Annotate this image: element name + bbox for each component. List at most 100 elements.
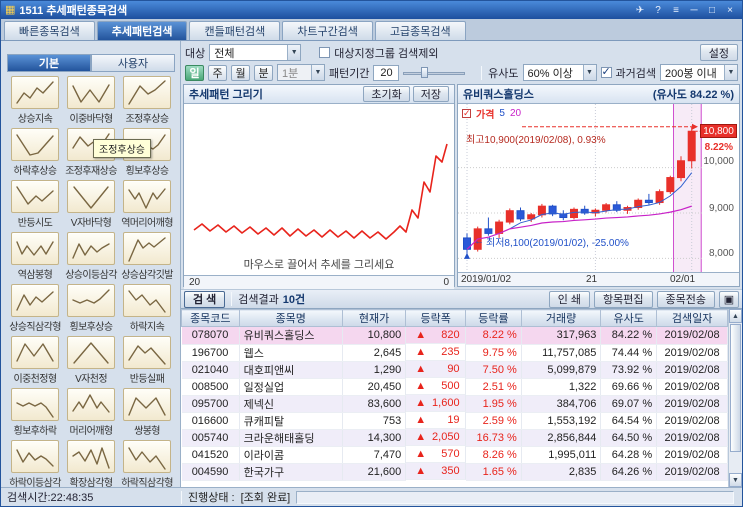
pattern-item[interactable]: 역머리어깨형 bbox=[119, 180, 175, 230]
send-icon[interactable]: ✈ bbox=[635, 4, 645, 16]
table-cell-change[interactable]: ▲ 2,050 bbox=[406, 429, 466, 446]
table-cell[interactable]: 1.95 % bbox=[465, 395, 522, 413]
pattern-item[interactable]: 상승이등삼각 bbox=[63, 232, 119, 282]
table-row[interactable]: 004590 한국가구 21,600 ▲ 350 1.65 % 2,835 64.26 % 20… bbox=[181, 463, 728, 481]
table-cell[interactable]: 8.26 % bbox=[465, 446, 522, 464]
panel-options-button[interactable]: ▣ bbox=[719, 290, 739, 308]
table-row[interactable]: 078070 유비쿼스홀딩스 10,800 ▲ 820 8.22 % 317,963 84.2… bbox=[181, 326, 728, 345]
table-cell[interactable]: 2019/02/08 bbox=[656, 412, 728, 430]
table-cell[interactable]: 005740 bbox=[181, 429, 240, 447]
past-search-checkbox[interactable] bbox=[600, 65, 612, 78]
send-stocks-button[interactable]: 종목전송 bbox=[656, 290, 715, 308]
table-cell[interactable]: 64.28 % bbox=[600, 446, 658, 464]
table-cell[interactable]: 2.59 % bbox=[465, 412, 522, 430]
col-name[interactable]: 종목명 bbox=[238, 309, 343, 327]
table-cell[interactable]: 1,322 bbox=[521, 378, 602, 396]
pattern-item[interactable]: 이중바닥형 bbox=[63, 76, 119, 126]
table-cell[interactable]: 21,600 bbox=[342, 463, 407, 481]
table-cell[interactable]: 84.22 % bbox=[600, 326, 658, 345]
pattern-item[interactable]: 역삼봉형 bbox=[7, 232, 63, 282]
table-cell[interactable]: 016600 bbox=[181, 412, 240, 430]
pattern-item[interactable]: V자바닥형 bbox=[63, 180, 119, 230]
maximize-icon[interactable]: □ bbox=[708, 4, 716, 16]
pattern-item[interactable]: 조정후상승 bbox=[119, 76, 175, 126]
table-cell[interactable]: 008500 bbox=[181, 378, 240, 396]
search-button[interactable]: 검 색 bbox=[184, 290, 226, 308]
table-cell[interactable]: 2019/02/08 bbox=[656, 344, 728, 362]
target-select[interactable]: 전체 ▼ bbox=[209, 44, 302, 61]
edit-columns-button[interactable]: 항목편집 bbox=[594, 290, 653, 308]
table-cell[interactable]: 대호피앤씨 bbox=[239, 361, 343, 379]
pattern-item[interactable]: 횡보후상승 bbox=[63, 284, 119, 334]
tab-advanced-search[interactable]: 고급종목검색 bbox=[374, 21, 466, 40]
table-cell[interactable]: 14,300 bbox=[342, 429, 407, 447]
pattern-item[interactable]: 확장삼각형 bbox=[63, 440, 119, 490]
table-cell[interactable]: 이라이콤 bbox=[239, 446, 343, 464]
table-cell[interactable]: 73.92 % bbox=[600, 361, 658, 379]
table-cell[interactable]: 095700 bbox=[181, 395, 240, 413]
table-cell[interactable]: 2019/02/08 bbox=[656, 446, 728, 464]
col-change[interactable]: 등락폭 bbox=[405, 309, 467, 327]
table-cell-change[interactable]: ▲ 1,600 bbox=[406, 395, 466, 412]
table-cell[interactable]: 제넥신 bbox=[239, 395, 343, 413]
pattern-period-slider[interactable] bbox=[403, 66, 466, 79]
period-month-button[interactable]: 월 bbox=[231, 64, 250, 81]
minute-select[interactable]: 1분 ▼ bbox=[277, 64, 325, 81]
table-cell[interactable]: 11,757,085 bbox=[521, 344, 602, 362]
table-cell-change[interactable]: ▲ 500 bbox=[406, 378, 466, 395]
col-pct[interactable]: 등락률 bbox=[465, 309, 522, 327]
col-similarity[interactable]: 유사도 bbox=[600, 309, 658, 327]
table-row[interactable]: 008500 일정실업 20,450 ▲ 500 2.51 % 1,322 69.66 % 20… bbox=[181, 378, 728, 396]
pattern-item[interactable]: 반등실패 bbox=[119, 336, 175, 386]
tab-chart-range[interactable]: 차트구간검색 bbox=[282, 21, 373, 40]
menu-icon[interactable]: ≡ bbox=[673, 4, 679, 16]
pattern-item[interactable]: 상승삼각깃발 bbox=[119, 232, 175, 282]
table-cell[interactable]: 1,995,011 bbox=[521, 446, 602, 464]
table-cell[interactable]: 10,800 bbox=[342, 326, 407, 345]
table-row[interactable]: 095700 제넥신 83,600 ▲ 1,600 1.95 % 384,706 69.07 … bbox=[181, 395, 728, 413]
table-cell[interactable]: 078070 bbox=[181, 326, 240, 345]
table-scrollbar[interactable]: ▲ ▼ bbox=[728, 309, 742, 487]
table-cell-change[interactable]: ▲ 19 bbox=[406, 412, 466, 429]
table-cell[interactable]: 한국가구 bbox=[239, 463, 343, 481]
table-cell-change[interactable]: ▲ 570 bbox=[406, 446, 466, 463]
table-cell[interactable]: 64.26 % bbox=[600, 463, 658, 481]
trend-drawing-canvas[interactable] bbox=[184, 104, 450, 272]
table-row[interactable]: 005740 크라운해태홀딩 14,300 ▲ 2,050 16.73 % 2,856,84… bbox=[181, 429, 728, 447]
table-cell-change[interactable]: ▲ 90 bbox=[406, 361, 466, 378]
save-button[interactable]: 저장 bbox=[412, 86, 449, 102]
table-cell[interactable]: 20,450 bbox=[342, 378, 407, 396]
table-cell[interactable]: 5,099,879 bbox=[521, 361, 602, 379]
col-price[interactable]: 현재가 bbox=[341, 309, 407, 327]
pattern-item[interactable]: 하락후상승 bbox=[7, 128, 63, 178]
table-cell[interactable]: 83,600 bbox=[342, 395, 407, 413]
table-cell[interactable]: 021040 bbox=[181, 361, 240, 379]
pattern-item[interactable]: 상승지속 bbox=[7, 76, 63, 126]
table-cell[interactable]: 64.54 % bbox=[600, 412, 658, 430]
tab-trend-pattern[interactable]: 추세패턴검색 bbox=[96, 21, 188, 40]
table-cell[interactable]: 2019/02/08 bbox=[656, 395, 728, 413]
table-row[interactable]: 196700 웹스 2,645 ▲ 235 9.75 % 11,757,085 74.44 %… bbox=[181, 344, 728, 362]
table-cell-change[interactable]: ▲ 235 bbox=[406, 344, 466, 361]
pattern-item[interactable]: 횡보후하락 bbox=[7, 388, 63, 438]
pattern-item[interactable]: 이중천정형 bbox=[7, 336, 63, 386]
table-cell[interactable]: 2.51 % bbox=[465, 378, 522, 396]
table-cell[interactable]: 2019/02/08 bbox=[656, 326, 728, 345]
table-cell[interactable]: 2019/02/08 bbox=[656, 429, 728, 447]
scroll-up-icon[interactable]: ▲ bbox=[729, 309, 742, 323]
pattern-item[interactable]: 하락지속 bbox=[119, 284, 175, 334]
scroll-down-icon[interactable]: ▼ bbox=[729, 473, 742, 487]
table-cell[interactable]: 2,645 bbox=[342, 344, 407, 362]
table-cell-change[interactable]: ▲ 820 bbox=[406, 327, 466, 344]
table-row[interactable]: 021040 대호피앤씨 1,290 ▲ 90 7.50 % 5,099,879 73.92 … bbox=[181, 361, 728, 379]
pattern-item[interactable]: V자천정 bbox=[63, 336, 119, 386]
table-cell[interactable]: 2019/02/08 bbox=[656, 361, 728, 379]
col-volume[interactable]: 거래량 bbox=[520, 309, 602, 327]
table-cell[interactable]: 753 bbox=[342, 412, 407, 430]
table-cell[interactable]: 1,290 bbox=[342, 361, 407, 379]
table-cell[interactable]: 2,856,844 bbox=[521, 429, 602, 447]
table-cell[interactable]: 196700 bbox=[181, 344, 240, 362]
col-code[interactable]: 종목코드 bbox=[181, 309, 240, 327]
table-cell[interactable]: 1.65 % bbox=[465, 463, 522, 481]
table-cell[interactable]: 2,835 bbox=[521, 463, 602, 481]
